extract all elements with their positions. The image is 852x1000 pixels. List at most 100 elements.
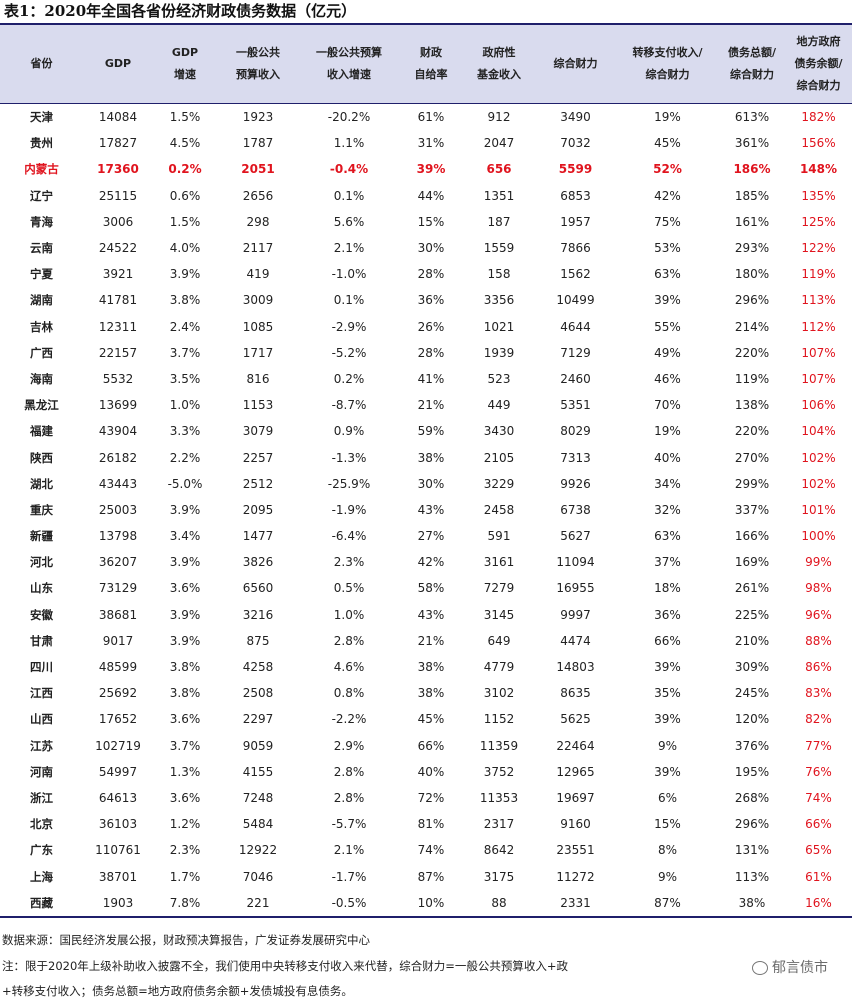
data-cell: 6560	[242, 581, 274, 596]
data-cell: 72%	[417, 790, 445, 805]
data-cell: 112%	[801, 319, 836, 334]
table-row: 山西 17652 3.6% 2297 -2.2% 45% 1152 5625 39% 120% 82…	[0, 706, 852, 732]
data-cell: 2257	[242, 450, 274, 465]
data-cell: 4474	[560, 633, 591, 648]
column-header-line: 预算收入	[236, 68, 280, 81]
data-cell: 82%	[805, 712, 832, 727]
data-cell: 5625	[560, 712, 591, 727]
data-cell: 1152	[483, 712, 515, 727]
data-cell: 3.9%	[169, 607, 201, 622]
data-cell: 3006	[102, 214, 134, 229]
province-cell: 四川	[30, 660, 53, 675]
data-cell: 0.1%	[333, 293, 365, 308]
data-cell: 4644	[560, 319, 591, 334]
data-cell: 270%	[734, 450, 770, 465]
column-header: 地方政府 债务余额/综合财力	[785, 25, 852, 104]
column-header-line: 收入增速	[327, 68, 371, 81]
province-cell: 江西	[30, 686, 53, 701]
data-cell: 1787	[242, 136, 274, 151]
column-header: 综合财力	[535, 25, 616, 104]
data-cell: 2047	[483, 136, 515, 151]
table-row: 重庆 25003 3.9% 2095 -1.9% 43% 2458 6738 32% 337% 10…	[0, 497, 852, 523]
data-cell: 10%	[417, 895, 445, 910]
data-cell: 7313	[560, 450, 591, 465]
data-cell: 591	[487, 529, 511, 544]
table-row: 陕西 26182 2.2% 2257 -1.3% 38% 2105 7313 40% 270% 10…	[0, 444, 852, 470]
data-cell: 24522	[98, 241, 138, 256]
data-cell: 10499	[556, 293, 595, 308]
data-cell: 1351	[483, 188, 515, 203]
data-cell: 2458	[483, 502, 515, 517]
data-cell: 2.8%	[333, 764, 365, 779]
data-cell: 2.3%	[333, 555, 365, 570]
table-row: 内蒙古 17360 0.2% 2051 -0.4% 39% 656 5599 52% 186% 14…	[0, 156, 852, 182]
data-cell: 268%	[734, 790, 770, 805]
column-header-line: 增速	[174, 68, 196, 81]
data-cell: 30%	[417, 241, 445, 256]
data-cell: 3.7%	[169, 738, 201, 753]
data-cell: 32%	[654, 502, 681, 517]
data-cell: 110761	[95, 843, 141, 858]
data-cell: 35%	[654, 686, 681, 701]
data-cell: 75%	[654, 214, 681, 229]
data-cell: -1.9%	[331, 502, 367, 517]
column-header-line: 地方政府	[796, 35, 841, 48]
data-cell: 1.1%	[333, 136, 365, 151]
data-cell: 107%	[801, 345, 836, 360]
data-cell: 912	[487, 110, 511, 125]
data-cell: 156%	[801, 136, 836, 151]
data-cell: 0.1%	[333, 188, 365, 203]
data-cell: 1153	[242, 398, 274, 413]
data-cell: 3.9%	[169, 555, 201, 570]
data-cell: 9%	[657, 869, 678, 884]
data-cell: 1.0%	[169, 398, 201, 413]
data-cell: 187	[487, 214, 511, 229]
table-row: 四川 48599 3.8% 4258 4.6% 38% 4779 14803 39% 309% 86…	[0, 654, 852, 680]
table-row: 甘肃 9017 3.9% 875 2.8% 21% 649 4474 66% 210% 88%	[0, 628, 852, 654]
data-cell: 3229	[483, 476, 515, 491]
data-cell: 43%	[417, 502, 445, 517]
data-cell: 185%	[734, 188, 770, 203]
data-cell: 87%	[654, 895, 681, 910]
table-row: 青海 3006 1.5% 298 5.6% 15% 187 1957 75% 161% 125%	[0, 209, 852, 235]
table-row: 安徽 38681 3.9% 3216 1.0% 43% 3145 9997 36% 225% 96%	[0, 602, 852, 628]
table-body: 天津 14084 1.5% 1923 -20.2% 61% 912 3490 19% 613% 18…	[0, 104, 852, 917]
province-cell: 山西	[30, 712, 53, 727]
data-cell: 113%	[734, 869, 770, 884]
data-cell: 309%	[734, 660, 770, 675]
data-cell: 106%	[801, 398, 836, 413]
data-cell: 2297	[242, 712, 274, 727]
column-header-line: 综合财力	[730, 68, 774, 81]
data-cell: 449	[487, 398, 511, 413]
data-cell: 73129	[98, 581, 138, 596]
table-row: 黑龙江 13699 1.0% 1153 -8.7% 21% 449 5351 70% 138% 10…	[0, 392, 852, 418]
data-cell: 1903	[102, 895, 134, 910]
data-cell: 43904	[98, 424, 138, 439]
province-cell: 浙江	[30, 790, 53, 805]
province-cell: 江苏	[30, 738, 53, 753]
column-header-line: 综合财力	[553, 57, 598, 70]
data-cell: 7032	[560, 136, 591, 151]
top-rule	[0, 23, 852, 25]
data-cell: -5.2%	[331, 345, 367, 360]
data-cell: 66%	[654, 633, 681, 648]
data-cell: 220%	[734, 424, 770, 439]
data-cell: -20.2%	[327, 110, 371, 125]
table-row: 海南 5532 3.5% 816 0.2% 41% 523 2460 46% 119% 107%	[0, 366, 852, 392]
data-cell: 61%	[417, 110, 445, 125]
data-cell: 70%	[654, 398, 681, 413]
data-cell: 21%	[417, 633, 445, 648]
data-cell: 17827	[98, 136, 138, 151]
data-cell: 7129	[560, 345, 591, 360]
data-cell: 2.9%	[333, 738, 365, 753]
data-cell: 0.5%	[333, 581, 365, 596]
data-cell: 3356	[483, 293, 515, 308]
column-header-line: GDP	[104, 57, 132, 70]
data-cell: 19%	[654, 110, 681, 125]
data-cell: 45%	[654, 136, 681, 151]
data-cell: 1923	[242, 110, 274, 125]
data-cell: 38%	[417, 450, 445, 465]
data-cell: 119%	[734, 371, 770, 386]
data-cell: 101%	[801, 502, 836, 517]
data-cell: 77%	[805, 738, 832, 753]
